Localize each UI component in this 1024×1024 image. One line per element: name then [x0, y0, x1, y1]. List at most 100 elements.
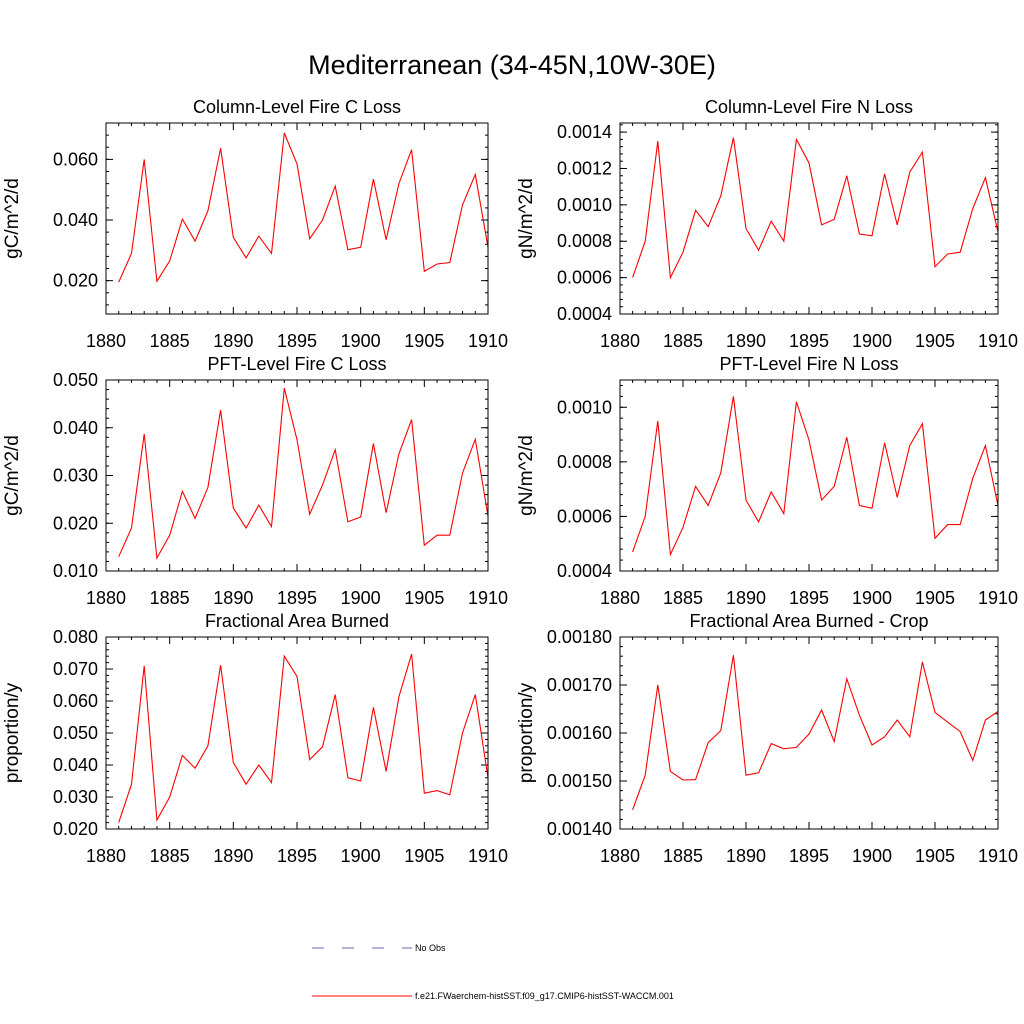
- x-tick-label: 1880: [86, 588, 126, 608]
- x-tick-label: 1900: [852, 846, 892, 866]
- x-tick-label: 1880: [86, 846, 126, 866]
- y-axis-label: gC/m^2/d: [2, 435, 23, 516]
- x-tick-label: 1885: [150, 588, 190, 608]
- y-axis-label: gC/m^2/d: [2, 178, 23, 259]
- x-tick-label: 1890: [213, 588, 253, 608]
- series-line-model: [632, 396, 999, 557]
- x-tick-label: 1890: [726, 846, 766, 866]
- x-tick-label: 1885: [663, 588, 703, 608]
- x-tick-label: 1880: [600, 846, 640, 866]
- x-tick-label: 1905: [915, 588, 955, 608]
- x-tick-label: 1900: [852, 331, 892, 351]
- x-tick-label: 1885: [663, 846, 703, 866]
- y-tick-label: 0.070: [53, 659, 98, 679]
- y-tick-label: 0.080: [53, 627, 98, 647]
- y-axis-label: proportion/y: [516, 682, 537, 783]
- series-line-model: [118, 132, 489, 283]
- legend-no-obs-label: No Obs: [415, 943, 446, 953]
- series-line-model: [118, 653, 489, 823]
- chart-panel-4: PFT-Level Fire N Loss gN/m^2/d 1880 1885 189…: [516, 354, 1018, 608]
- chart-panel-5: Fractional Area Burned proportion/y 1880 18…: [2, 611, 508, 866]
- y-tick-label: 0.0010: [557, 195, 612, 215]
- y-tick-label: 0.0004: [557, 304, 612, 324]
- y-tick-label: 0.0010: [557, 397, 612, 417]
- y-tick-label: 0.030: [53, 787, 98, 807]
- x-tick-label: 1890: [213, 331, 253, 351]
- series-line-model: [632, 655, 999, 810]
- x-tick-label: 1910: [468, 331, 508, 351]
- plot-frame: [619, 122, 999, 315]
- y-axis-label: proportion/y: [2, 682, 23, 783]
- y-axis-label: gN/m^2/d: [516, 178, 537, 259]
- series-line-model: [632, 137, 999, 280]
- plot-frame: [619, 379, 999, 572]
- x-tick-label: 1890: [726, 588, 766, 608]
- y-tick-label: 0.020: [53, 513, 98, 533]
- x-tick-label: 1905: [915, 846, 955, 866]
- y-tick-label: 0.0004: [557, 561, 612, 581]
- x-tick-label: 1880: [600, 331, 640, 351]
- x-tick-label: 1880: [86, 331, 126, 351]
- x-tick-label: 1910: [978, 331, 1018, 351]
- panels-group: Column-Level Fire C Loss gC/m^2/d 1880 1885…: [2, 97, 1018, 866]
- y-tick-label: 0.00140: [547, 819, 612, 839]
- y-tick-label: 0.040: [53, 418, 98, 438]
- y-tick-label: 0.00180: [547, 627, 612, 647]
- series-line-model: [118, 387, 489, 560]
- plot-frame: [105, 379, 489, 572]
- x-tick-label: 1905: [404, 588, 444, 608]
- panel-title: Fractional Area Burned: [205, 611, 389, 631]
- y-axis-label: gN/m^2/d: [516, 435, 537, 516]
- x-tick-label: 1880: [600, 588, 640, 608]
- x-tick-label: 1900: [341, 331, 381, 351]
- plot-frame: [619, 636, 999, 830]
- panel-title: Column-Level Fire N Loss: [705, 97, 913, 117]
- x-tick-label: 1895: [789, 331, 829, 351]
- x-tick-label: 1885: [150, 331, 190, 351]
- y-tick-label: 0.0006: [557, 506, 612, 526]
- chart-panel-3: PFT-Level Fire C Loss gC/m^2/d 1880 1885 189…: [2, 354, 508, 608]
- chart-panel-2: Column-Level Fire N Loss gN/m^2/d 1880 1885…: [516, 97, 1018, 351]
- y-tick-label: 0.040: [53, 755, 98, 775]
- x-tick-label: 1900: [852, 588, 892, 608]
- x-tick-label: 1895: [789, 588, 829, 608]
- y-tick-label: 0.060: [53, 691, 98, 711]
- x-tick-label: 1885: [150, 846, 190, 866]
- legend-model-label: f.e21.FWaerchem-histSST.f09_g17.CMIP6-hi…: [415, 991, 674, 1001]
- y-tick-label: 0.020: [53, 271, 98, 291]
- x-tick-label: 1895: [277, 588, 317, 608]
- panel-title: PFT-Level Fire N Loss: [719, 354, 898, 374]
- y-tick-label: 0.050: [53, 723, 98, 743]
- y-tick-label: 0.050: [53, 370, 98, 390]
- main-title: Mediterranean (34-45N,10W-30E): [308, 50, 716, 80]
- y-tick-label: 0.00150: [547, 771, 612, 791]
- y-tick-label: 0.060: [53, 149, 98, 169]
- x-tick-label: 1900: [341, 846, 381, 866]
- x-tick-label: 1905: [404, 846, 444, 866]
- y-tick-label: 0.0012: [557, 158, 612, 178]
- chart-panel-1: Column-Level Fire C Loss gC/m^2/d 1880 1885…: [2, 97, 508, 351]
- chart-panel-6: Fractional Area Burned - Crop proportion/…: [516, 611, 1018, 866]
- plot-frame: [105, 636, 489, 830]
- x-tick-label: 1885: [663, 331, 703, 351]
- x-tick-label: 1895: [277, 331, 317, 351]
- x-tick-label: 1910: [468, 846, 508, 866]
- x-tick-label: 1905: [915, 331, 955, 351]
- y-tick-label: 0.040: [53, 210, 98, 230]
- x-tick-label: 1910: [978, 588, 1018, 608]
- legend: No Obs f.e21.FWaerchem-histSST.f09_g17.C…: [312, 943, 674, 1001]
- x-tick-label: 1910: [978, 846, 1018, 866]
- y-tick-label: 0.010: [53, 561, 98, 581]
- x-tick-label: 1895: [789, 846, 829, 866]
- y-tick-label: 0.0008: [557, 231, 612, 251]
- x-tick-label: 1900: [341, 588, 381, 608]
- y-tick-label: 0.0014: [557, 122, 612, 142]
- plot-frame: [105, 122, 489, 315]
- panel-title: Column-Level Fire C Loss: [193, 97, 401, 117]
- x-tick-label: 1890: [726, 331, 766, 351]
- y-tick-label: 0.00160: [547, 723, 612, 743]
- x-tick-label: 1895: [277, 846, 317, 866]
- x-tick-label: 1905: [404, 331, 444, 351]
- y-tick-label: 0.020: [53, 819, 98, 839]
